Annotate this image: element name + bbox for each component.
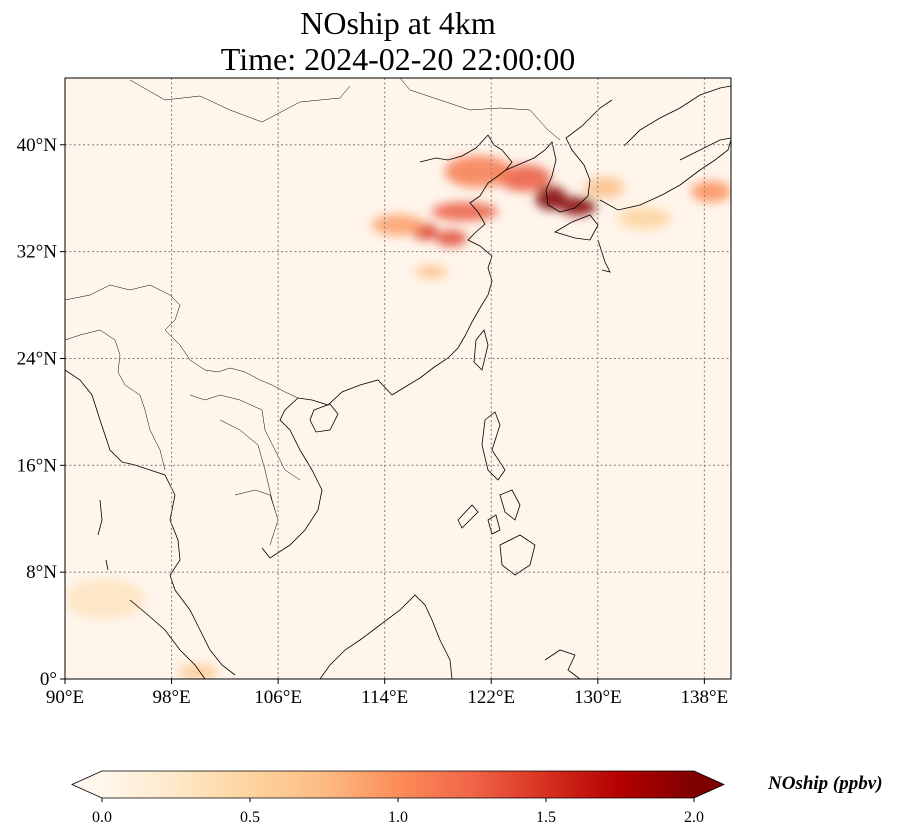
japan-coastline <box>554 85 731 273</box>
korea-coastline <box>505 99 613 213</box>
map-background <box>65 78 731 679</box>
south-china-coastline <box>261 379 393 559</box>
concentration-field <box>65 155 731 679</box>
lon-tick-label: 106°E <box>254 687 302 708</box>
border-lines <box>65 78 561 546</box>
plume-7 <box>371 214 425 236</box>
colorbar-tick-label: 0.5 <box>240 809 260 826</box>
borneo-coastline <box>319 594 453 679</box>
taiwan-island <box>473 329 489 371</box>
colorbar-ticks: 0.0 0.5 1.0 1.5 2.0 <box>92 798 704 826</box>
mindanao-island <box>499 534 536 576</box>
lat-tick-label: 32°N <box>17 242 58 263</box>
map-title: NOship at 4km <box>300 5 496 41</box>
lat-tick-label: 40°N <box>17 135 58 156</box>
plume-6 <box>435 230 468 247</box>
colorbar-tick-label: 1.0 <box>388 809 408 826</box>
longitude-axis: 90°E 98°E 106°E 114°E 122°E 130°E 138°E <box>46 679 728 708</box>
lon-tick-label: 98°E <box>152 687 190 708</box>
colorbar-gradient <box>102 771 694 798</box>
lon-tick-label: 114°E <box>361 687 408 708</box>
plume-0 <box>535 186 568 211</box>
luzon-island <box>481 411 506 481</box>
country-borders <box>65 78 561 546</box>
sulawesi-island <box>544 649 581 679</box>
china-coastline <box>391 134 513 396</box>
plume-10 <box>691 180 731 203</box>
plume-1 <box>559 196 597 216</box>
palawan-island <box>457 504 479 529</box>
andaman-islands <box>97 499 109 571</box>
coastlines <box>65 85 731 679</box>
plume-13 <box>178 664 219 679</box>
lat-tick-label: 0° <box>40 669 57 690</box>
lon-tick-label: 90°E <box>46 687 84 708</box>
sumatra-coastline <box>129 599 206 679</box>
plume-9 <box>584 176 625 199</box>
plume-11 <box>617 207 672 229</box>
map-subtitle-time: Time: 2024-02-20 22:00:00 <box>220 41 576 77</box>
latitude-axis: 0° 8°N 16°N 24°N 32°N 40°N <box>17 135 65 690</box>
graticule <box>65 78 731 679</box>
plume-8 <box>415 264 448 279</box>
lon-tick-label: 130°E <box>574 687 622 708</box>
lat-tick-label: 24°N <box>17 348 58 369</box>
colorbar-label: NOship (ppbv) <box>767 773 883 794</box>
colorbar-tick-label: 2.0 <box>684 809 704 826</box>
lon-tick-label: 122°E <box>467 687 515 708</box>
colorbar-tick-label: 1.5 <box>536 809 556 826</box>
plume-4 <box>431 202 498 221</box>
visayas-islands <box>487 489 521 535</box>
colorbar-tick-label: 0.0 <box>92 809 112 826</box>
colorbar-extend-max <box>694 771 724 798</box>
lat-tick-label: 8°N <box>26 562 57 583</box>
hainan-island <box>309 403 339 433</box>
indochina-coastline <box>65 369 236 676</box>
lon-tick-label: 138°E <box>681 687 729 708</box>
plume-12 <box>65 578 145 619</box>
plume-3 <box>444 155 512 188</box>
colorbar-extend-min <box>72 771 102 798</box>
lat-tick-label: 16°N <box>17 455 58 476</box>
colorbar: 0.0 0.5 1.0 1.5 2.0 NOship (ppbv) <box>71 770 883 826</box>
map-frame <box>64 77 732 680</box>
